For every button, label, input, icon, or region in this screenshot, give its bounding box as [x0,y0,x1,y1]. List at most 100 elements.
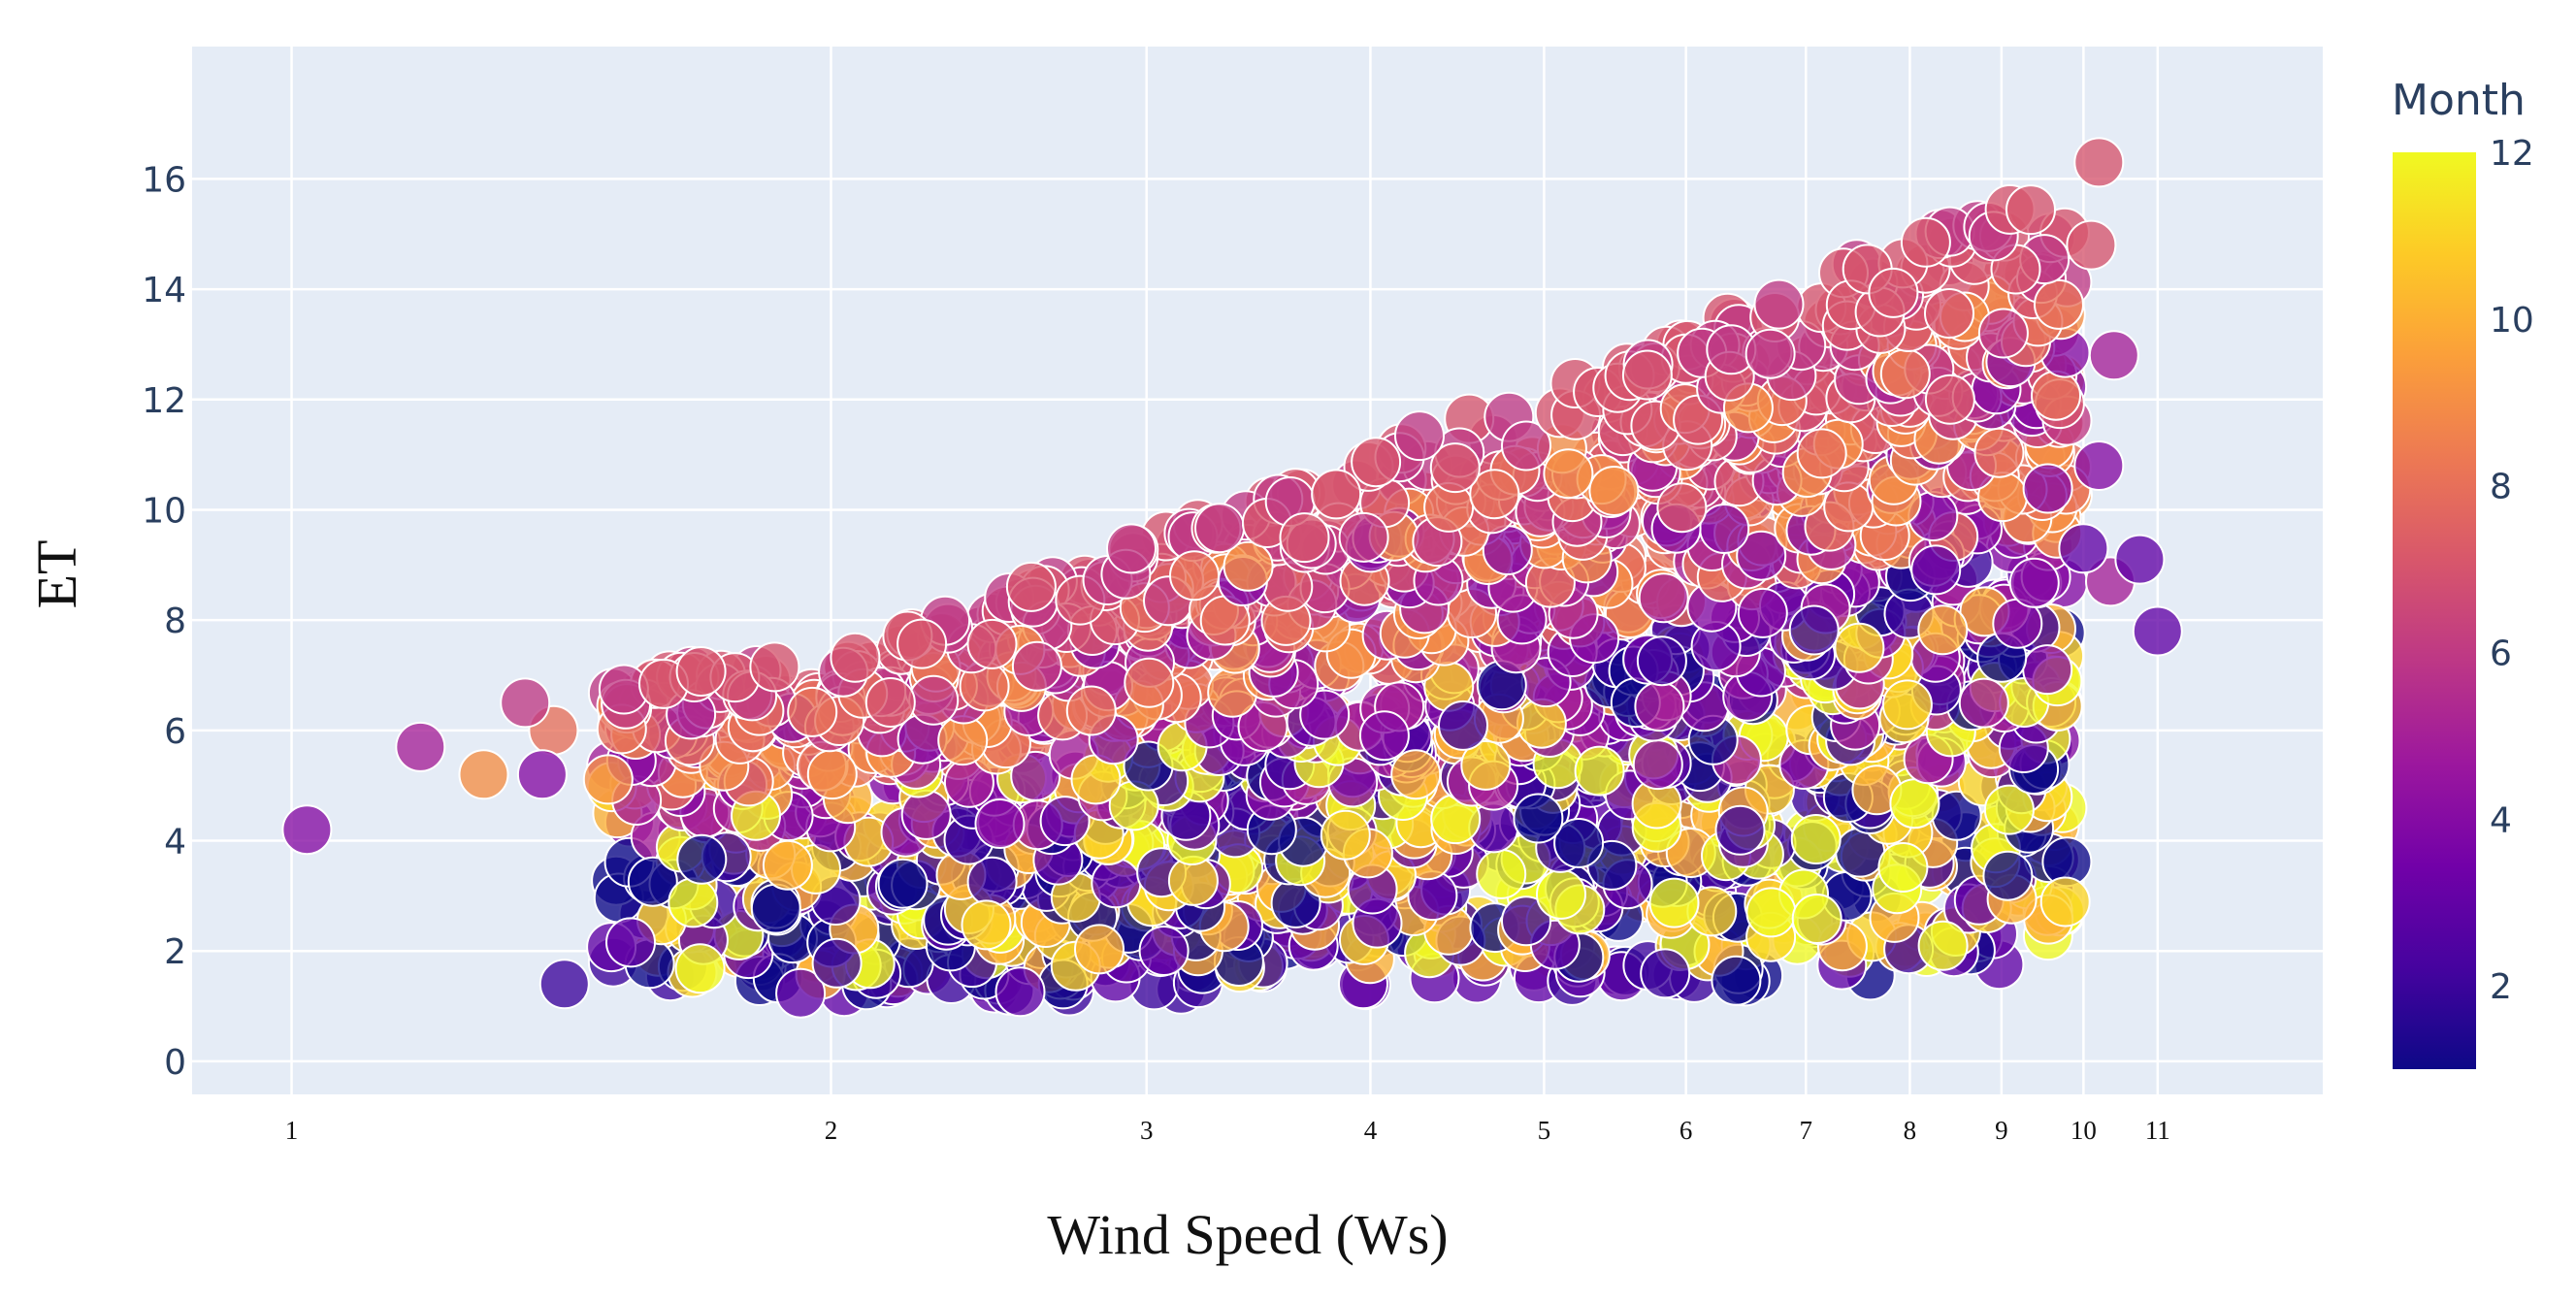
y-tick-label: 14 [142,271,186,310]
y-axis-ticks: 0 2 4 6 8 10 12 14 16 [142,160,186,1082]
data-point [1924,288,1974,339]
x-tick-label: 11 [2145,1116,2170,1145]
x-tick-label: 8 [1904,1116,1917,1145]
data-point [1879,348,1931,400]
data-point [2031,370,2081,421]
colorbar-tick-label: 4 [2490,800,2512,840]
data-point [1910,544,1962,596]
data-point [961,899,1012,951]
data-point [1632,739,1683,791]
data-point [1900,216,1951,268]
data-point [1039,796,1091,847]
data-point [1834,622,1885,673]
colorbar: Month 2 4 6 8 10 12 [2392,76,2534,1069]
data-point [538,959,590,1010]
x-tick-label: 5 [1538,1116,1551,1145]
data-point [749,641,800,693]
data-point [1711,955,1762,1006]
colorbar-tick-label: 12 [2490,134,2534,174]
data-point [582,754,634,805]
data-point [864,677,916,728]
data-point [995,966,1046,1018]
data-point [1638,572,1689,624]
colorbar-gradient [2393,152,2476,1069]
data-point [750,883,801,934]
data-point [2022,463,2073,514]
data-point [1438,700,1488,751]
data-point [1513,793,1564,844]
data-point [1636,635,1687,687]
data-point [1338,511,1389,563]
data-point [1169,550,1220,602]
data-point [1790,814,1842,864]
data-point [1223,540,1274,592]
data-point [1574,745,1625,797]
data-point [1091,858,1142,909]
data-point [1621,349,1673,401]
data-point [1889,778,1940,830]
data-point [1138,926,1190,976]
y-tick-label: 2 [164,932,186,972]
x-tick-label: 1 [285,1116,299,1145]
data-point [605,917,656,968]
data-point [2058,523,2109,574]
data-point [1917,920,1969,971]
data-point [500,677,551,729]
colorbar-tick-label: 10 [2490,301,2534,341]
x-tick-label: 6 [1679,1116,1693,1145]
data-point [1429,442,1481,494]
data-point [1279,512,1330,564]
colorbar-tick-label: 2 [2490,967,2512,1007]
data-point [1536,868,1586,920]
data-point [1460,739,1512,791]
data-point [1074,924,1125,975]
data-point [974,798,1026,849]
data-point [1737,587,1788,638]
data-point [1476,848,1527,899]
y-axis-title: ET [25,540,88,609]
x-axis-ticks: 1 2 3 4 5 6 7 8 9 10 11 [285,1116,2170,1145]
y-tick-label: 10 [142,491,186,531]
data-point [1194,503,1245,554]
data-point [675,646,727,697]
data-point [1320,809,1371,861]
data-point [1005,561,1057,612]
data-point [2114,534,2166,585]
scatter-points [281,137,2183,1019]
colorbar-tick-label: 6 [2490,634,2512,673]
x-tick-label: 7 [1800,1116,1813,1145]
data-point [2005,184,2056,236]
data-point [1394,410,1445,462]
data-point [281,804,333,856]
data-point [1553,818,1605,868]
y-tick-label: 6 [164,712,186,752]
x-tick-label: 2 [825,1116,838,1145]
data-point [395,721,446,772]
data-point [2073,440,2125,491]
data-point [1124,657,1175,708]
data-point [1065,685,1117,736]
data-point [897,618,948,669]
data-point [2066,219,2117,271]
data-point [1881,679,1933,731]
data-point [1745,887,1797,938]
data-point [1791,894,1842,944]
data-point [1634,681,1685,732]
data-point [1010,750,1061,801]
data-point [900,789,952,840]
data-point [1736,530,1787,581]
y-tick-label: 16 [142,160,186,200]
data-point [2073,137,2125,188]
y-tick-label: 8 [164,602,186,641]
data-point [2088,330,2139,381]
data-point [458,749,509,800]
x-tick-label: 3 [1140,1116,1154,1145]
x-tick-label: 4 [1364,1116,1378,1145]
data-point [1977,308,2029,359]
data-point [674,943,726,994]
data-point [1958,677,2009,729]
y-tick-label: 4 [164,823,186,863]
colorbar-ticks: 2 4 6 8 10 12 [2490,134,2534,1007]
data-point [1311,469,1362,520]
data-point [811,937,863,989]
